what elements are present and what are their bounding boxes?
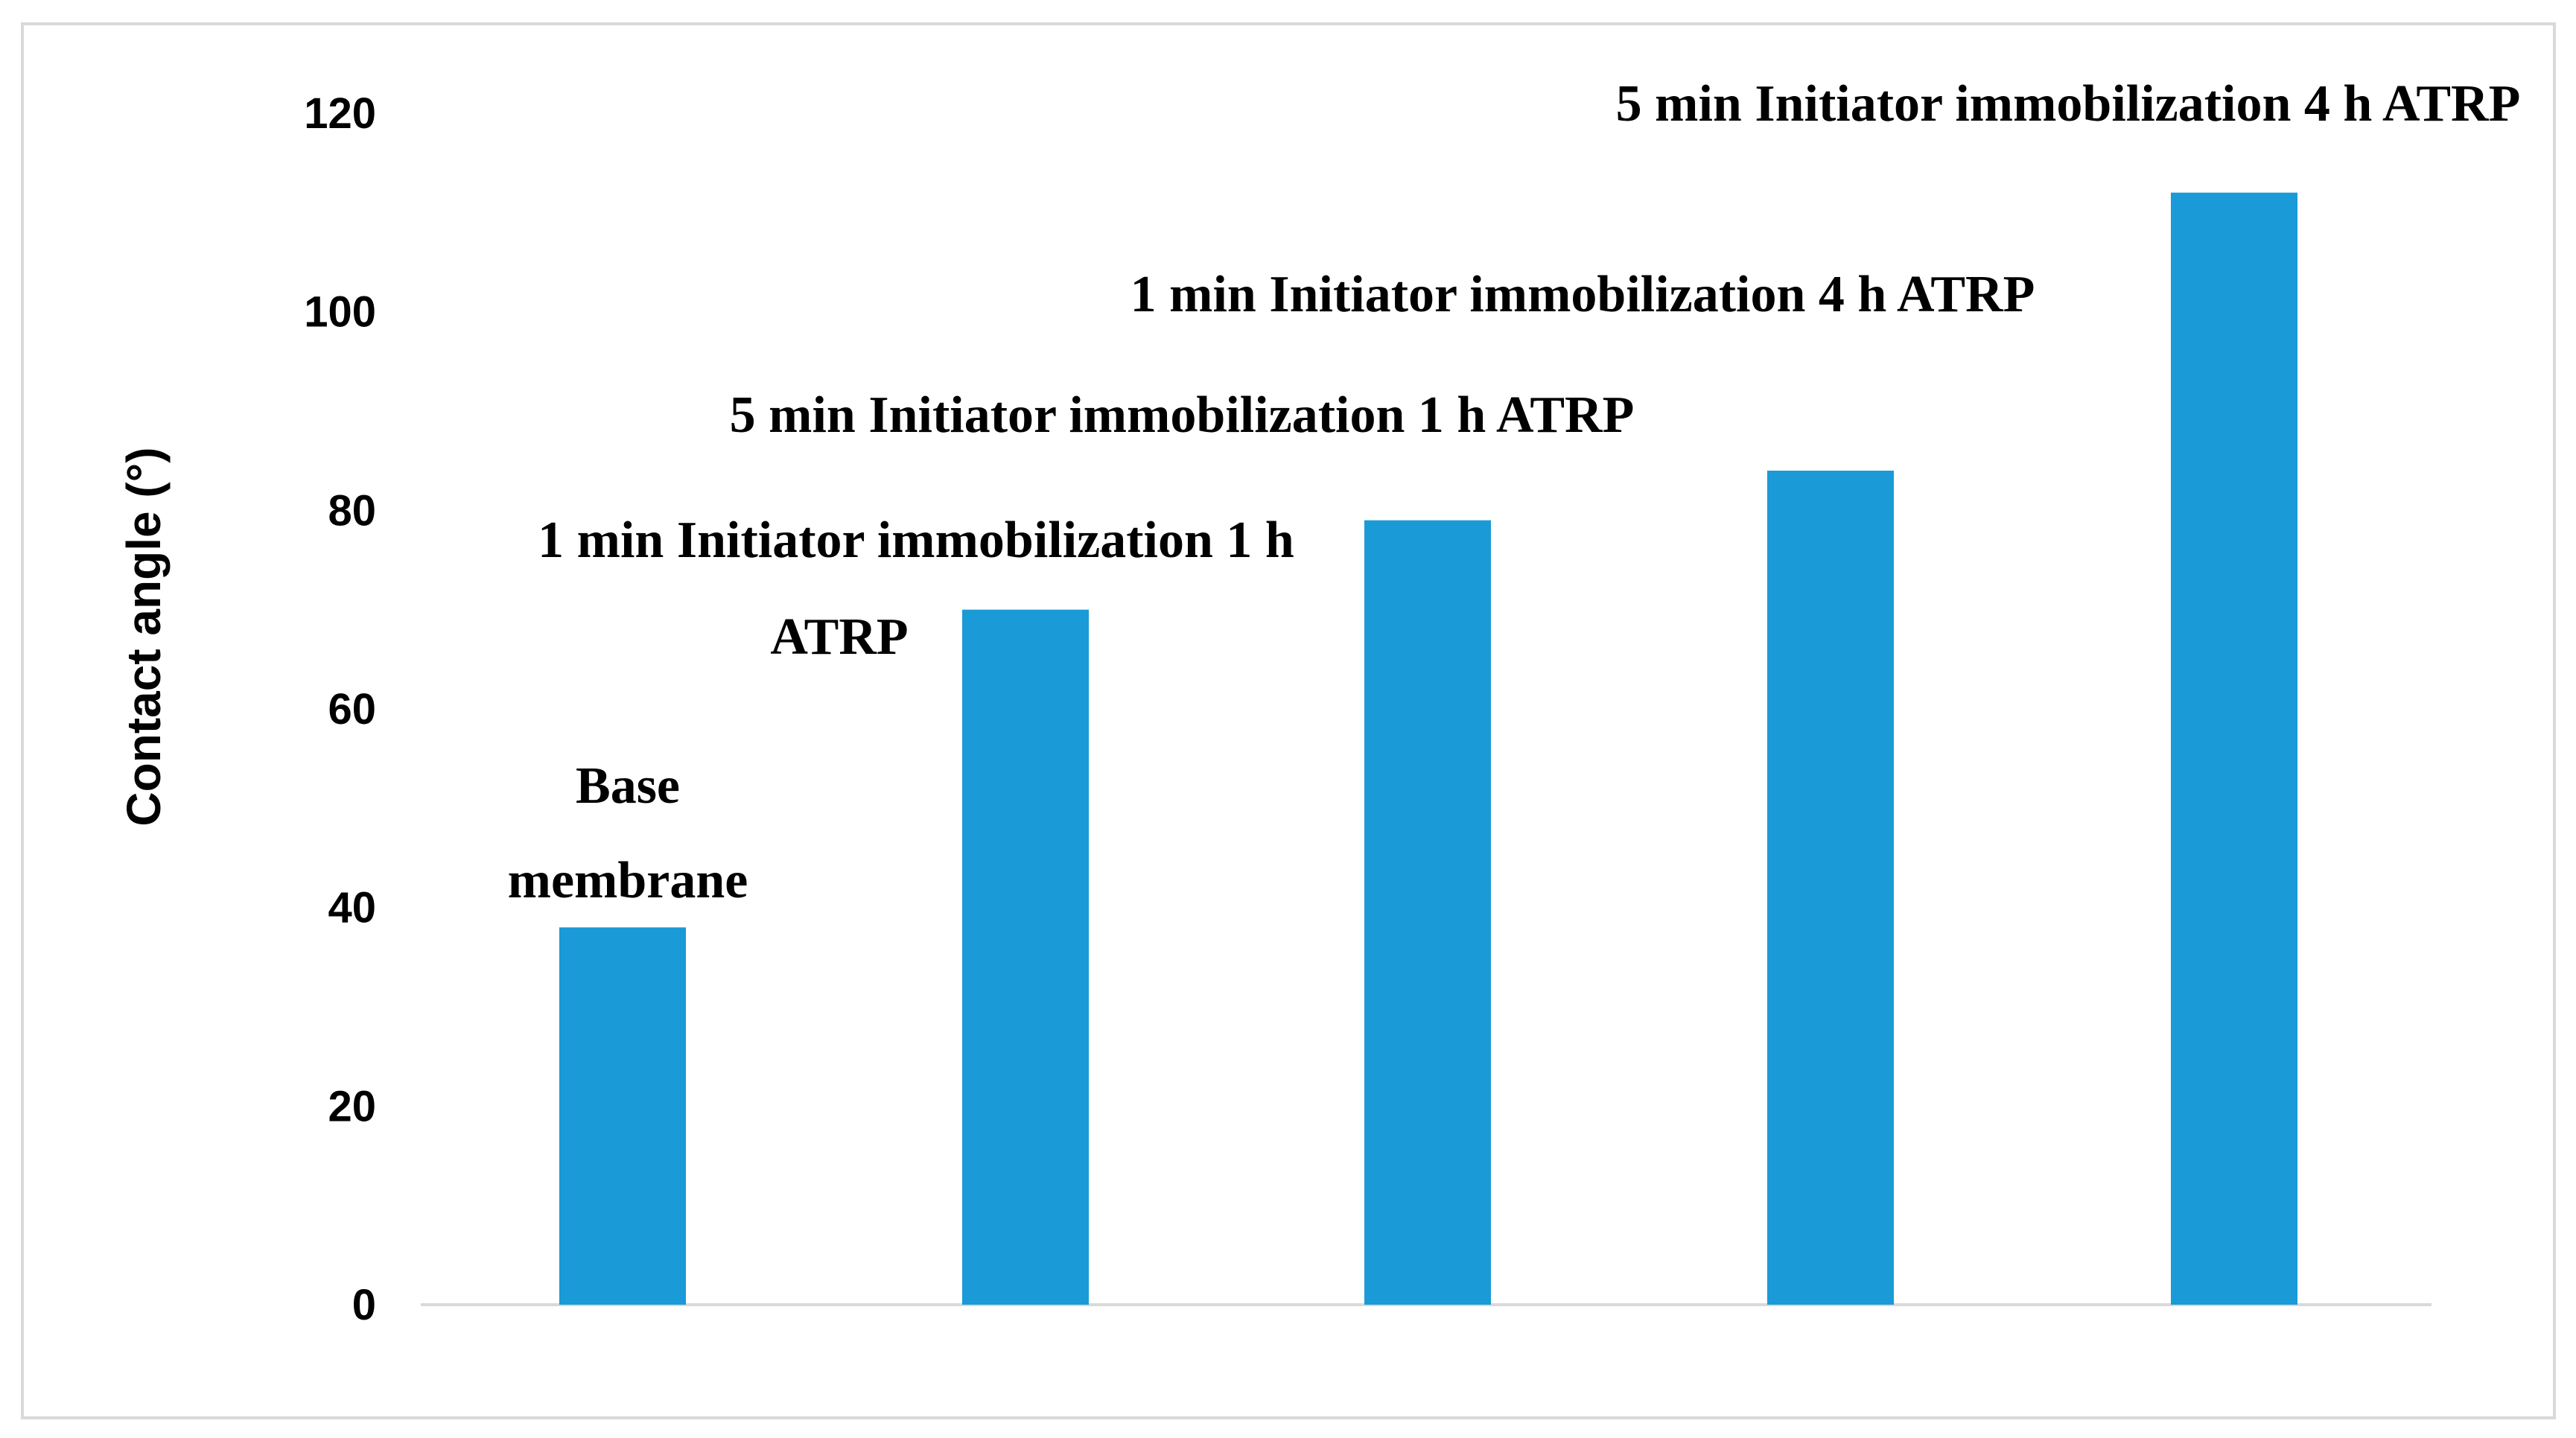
bar-category-label: 1 min Initiator immobilization 1 h [538, 512, 1294, 569]
y-axis-title: Contact angle (°) [117, 447, 171, 826]
bar-category-label: Base [576, 757, 680, 815]
bar-category-label: 1 min Initiator immobilization 4 h ATRP [1130, 266, 2035, 323]
bars [559, 192, 2297, 1305]
bar [1364, 520, 1491, 1305]
y-tick-label: 40 [328, 884, 376, 932]
bar-category-label: membrane [508, 852, 748, 909]
y-tick-label: 80 [328, 486, 376, 535]
y-tick-label: 0 [352, 1281, 376, 1329]
chart-frame [21, 22, 2556, 1419]
bar [2171, 192, 2297, 1305]
bar [962, 609, 1089, 1305]
bar [1767, 471, 1894, 1305]
bar-labels: Base membrane 1 min Initiator immobilizati… [508, 75, 2521, 909]
y-tick-label: 120 [304, 89, 376, 138]
bar-category-label: ATRP [770, 608, 908, 666]
bar-category-label: 5 min Initiator immobilization 1 h ATRP [730, 386, 1635, 444]
y-tick-label: 100 [304, 288, 376, 337]
y-axis-ticks: 0 20 40 60 80 100 120 [304, 89, 376, 1329]
bar-category-label: 5 min Initiator immobilization 4 h ATRP [1616, 75, 2521, 133]
y-tick-label: 20 [328, 1082, 376, 1130]
y-tick-label: 60 [328, 685, 376, 734]
bar [559, 927, 686, 1305]
